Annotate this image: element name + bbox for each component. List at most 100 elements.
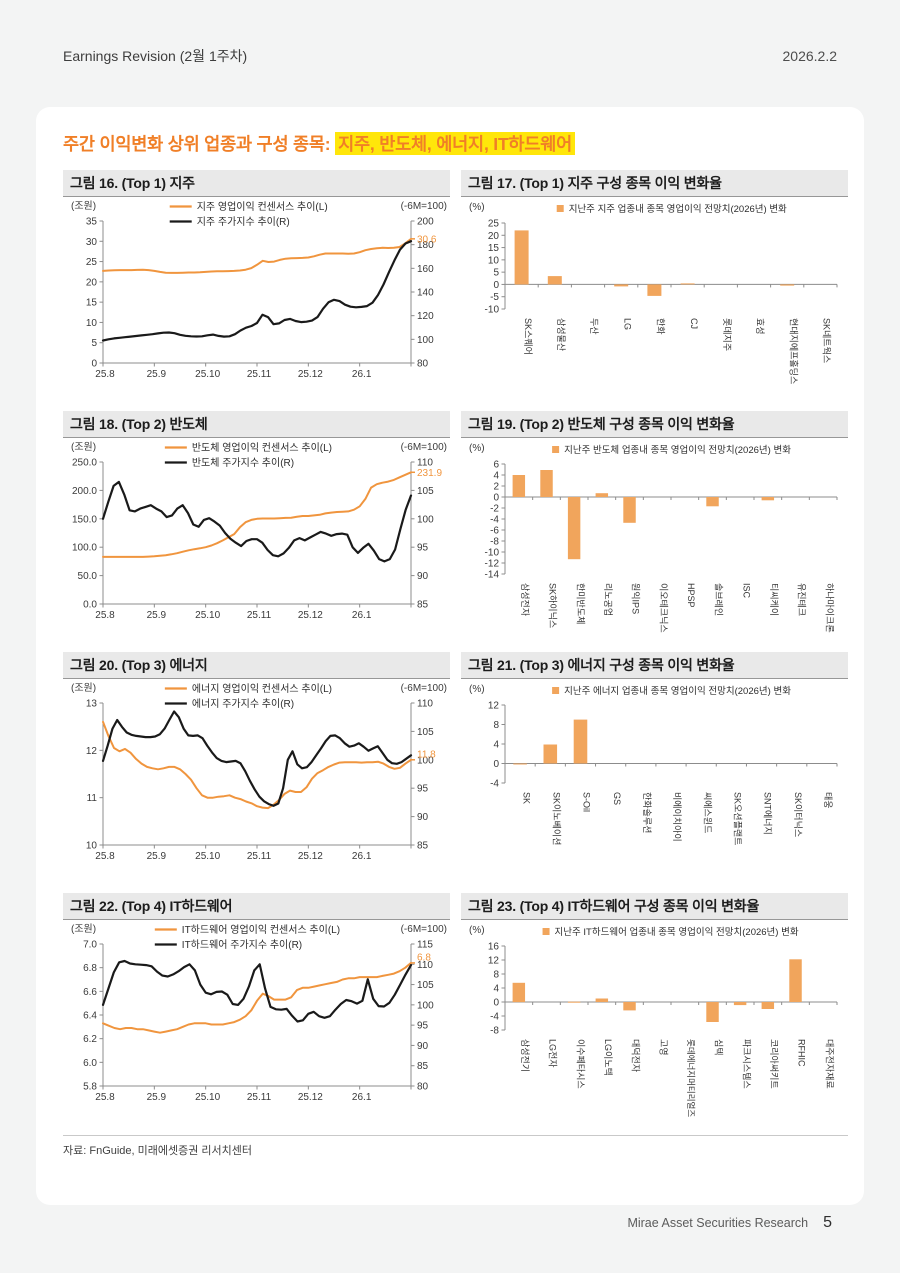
figure-23-title: 그림 23. (Top 4) IT하드웨어 구성 종목 이익 변화율 xyxy=(461,893,848,920)
figure-20-title: 그림 20. (Top 3) 에너지 xyxy=(63,652,450,679)
svg-text:15: 15 xyxy=(86,298,98,309)
svg-text:(-6M=100): (-6M=100) xyxy=(401,683,447,694)
svg-text:25.8: 25.8 xyxy=(95,369,115,380)
svg-text:140: 140 xyxy=(417,288,434,299)
svg-text:25.9: 25.9 xyxy=(147,1092,167,1103)
svg-text:95: 95 xyxy=(417,1021,429,1032)
svg-text:25.11: 25.11 xyxy=(247,610,272,621)
svg-text:4: 4 xyxy=(493,740,499,751)
svg-text:5.8: 5.8 xyxy=(83,1082,97,1093)
svg-text:110: 110 xyxy=(417,960,433,971)
svg-text:12: 12 xyxy=(488,956,500,967)
figure-20: 그림 20. (Top 3) 에너지 13 12 11 10 110 105 100 95 90… xyxy=(63,652,450,884)
svg-text:10: 10 xyxy=(488,255,500,266)
svg-text:롯데에너지머티리얼즈: 롯데에너지머티리얼즈 xyxy=(686,1039,696,1117)
figure-16: 그림 16. (Top 1) 지주 35 30 25 20 15 10 5 0 200 180 16… xyxy=(63,170,450,402)
svg-text:-4: -4 xyxy=(490,515,499,526)
svg-text:100: 100 xyxy=(417,335,434,346)
svg-text:한화: 한화 xyxy=(656,318,666,335)
svg-text:26.1: 26.1 xyxy=(352,851,372,862)
svg-text:-8: -8 xyxy=(490,1026,499,1037)
bar-chart-energy-stocks: 12 8 4 0 -4 SK SK이노베이션 S-Oil GS 한화솔루션 비에이치아이 씨에스윈드 S… xyxy=(461,679,848,884)
svg-text:(조원): (조원) xyxy=(71,682,96,694)
svg-text:25.9: 25.9 xyxy=(147,610,167,621)
svg-text:95: 95 xyxy=(417,784,429,795)
svg-text:6.6: 6.6 xyxy=(83,987,97,998)
svg-text:85: 85 xyxy=(417,600,429,611)
svg-text:IT하드웨어 주가지수 추이(R): IT하드웨어 주가지수 추이(R) xyxy=(182,938,302,951)
svg-text:(%): (%) xyxy=(469,684,485,695)
svg-text:고영: 고영 xyxy=(658,1039,668,1056)
svg-text:SK스퀘어: SK스퀘어 xyxy=(523,318,533,355)
svg-text:100: 100 xyxy=(417,755,434,766)
svg-text:6.8: 6.8 xyxy=(417,952,431,963)
svg-text:SK오션플랜트: SK오션플랜트 xyxy=(733,792,743,845)
svg-text:S-Oil: S-Oil xyxy=(582,792,592,812)
svg-text:지난주 지주 업종내 종목 영업이익 전망치(2026년): 지난주 지주 업종내 종목 영업이익 전망치(2026년) 변화 xyxy=(569,203,787,215)
svg-text:SK하이닉스: SK하이닉스 xyxy=(548,583,558,628)
figure-21: 그림 21. (Top 3) 에너지 구성 종목 이익 변화율 12 8 4 0 -4 S… xyxy=(461,652,848,884)
svg-text:-10: -10 xyxy=(485,305,500,316)
svg-text:15: 15 xyxy=(488,243,500,254)
svg-text:(-6M=100): (-6M=100) xyxy=(401,924,447,935)
svg-text:티씨케이: 티씨케이 xyxy=(769,583,779,616)
svg-text:105: 105 xyxy=(417,486,434,497)
figure-19-title: 그림 19. (Top 2) 반도체 구성 종목 이익 변화율 xyxy=(461,411,848,438)
svg-text:25.8: 25.8 xyxy=(95,851,115,862)
bar-chart-holdings-stocks: 25 20 15 10 5 0 -5 -10 SK스퀘어 삼성물산 두산 LG 한화 CJ 롯데지주 효성 현대… xyxy=(461,197,848,402)
svg-text:코리아써키트: 코리아써키트 xyxy=(769,1039,779,1089)
svg-text:SK이터닉스: SK이터닉스 xyxy=(793,792,803,837)
svg-text:105: 105 xyxy=(417,727,434,738)
svg-text:20: 20 xyxy=(86,277,98,288)
svg-text:6.2: 6.2 xyxy=(83,1034,97,1045)
svg-text:12: 12 xyxy=(86,746,98,757)
svg-text:25.9: 25.9 xyxy=(147,851,167,862)
svg-text:(조원): (조원) xyxy=(71,441,96,453)
svg-text:6: 6 xyxy=(493,460,499,471)
svg-text:반도체 영업이익 컨센서스 추이(L): 반도체 영업이익 컨센서스 추이(L) xyxy=(192,441,332,454)
section-title-highlight: 지주, 반도체, 에너지, IT하드웨어 xyxy=(335,132,576,155)
svg-text:(-6M=100): (-6M=100) xyxy=(401,442,447,453)
svg-text:지난주 IT하드웨어 업종내 종목 영업이익 전망치(202: 지난주 IT하드웨어 업종내 종목 영업이익 전망치(2026년) 변화 xyxy=(555,926,799,938)
svg-text:25.10: 25.10 xyxy=(195,851,220,862)
svg-text:삼성물산: 삼성물산 xyxy=(556,318,566,351)
svg-text:26.1: 26.1 xyxy=(352,610,372,621)
figure-23: 그림 23. (Top 4) IT하드웨어 구성 종목 이익 변화율 16 12 8… xyxy=(461,893,848,1125)
svg-text:200.0: 200.0 xyxy=(72,486,97,497)
svg-text:25.10: 25.10 xyxy=(195,369,220,380)
svg-text:11: 11 xyxy=(87,793,98,804)
svg-text:이수페타시스: 이수페타시스 xyxy=(575,1039,585,1089)
svg-text:13: 13 xyxy=(86,699,98,710)
svg-text:-4: -4 xyxy=(490,1012,499,1023)
svg-text:25.11: 25.11 xyxy=(247,851,272,862)
svg-text:-5: -5 xyxy=(490,292,499,303)
figure-22: 그림 22. (Top 4) IT하드웨어 7.0 6.8 6.6 6.4 6.2 6.0… xyxy=(63,893,450,1125)
svg-text:IT하드웨어 영업이익 컨센서스 추이(L): IT하드웨어 영업이익 컨센서스 추이(L) xyxy=(182,923,340,936)
svg-text:95: 95 xyxy=(417,543,429,554)
svg-text:반도체 주가지수 추이(R): 반도체 주가지수 추이(R) xyxy=(192,457,294,469)
figure-19: 그림 19. (Top 2) 반도체 구성 종목 이익 변화율 6 4 2 0 -2 -4… xyxy=(461,411,848,643)
svg-text:-6: -6 xyxy=(490,526,499,537)
footer-brand: Mirae Asset Securities Research xyxy=(627,1216,809,1230)
svg-text:25.12: 25.12 xyxy=(298,1092,323,1103)
svg-text:GS: GS xyxy=(612,792,622,805)
svg-text:SK이노베이션: SK이노베이션 xyxy=(552,792,562,845)
figure-21-title: 그림 21. (Top 3) 에너지 구성 종목 이익 변화율 xyxy=(461,652,848,679)
svg-text:160: 160 xyxy=(417,264,434,275)
svg-text:0: 0 xyxy=(91,359,97,370)
svg-text:두산: 두산 xyxy=(589,318,599,335)
svg-text:RFHIC: RFHIC xyxy=(797,1039,807,1067)
svg-text:에너지 영업이익 컨센서스 추이(L): 에너지 영업이익 컨센서스 추이(L) xyxy=(192,682,332,695)
svg-text:LG이노텍: LG이노텍 xyxy=(603,1039,613,1076)
svg-text:에너지 주가지수 추이(R): 에너지 주가지수 추이(R) xyxy=(192,698,294,710)
svg-text:115: 115 xyxy=(417,940,433,951)
svg-text:110: 110 xyxy=(417,699,433,710)
figure-17-title: 그림 17. (Top 1) 지주 구성 종목 이익 변화율 xyxy=(461,170,848,197)
svg-text:10: 10 xyxy=(86,841,98,852)
figure-18-title: 그림 18. (Top 2) 반도체 xyxy=(63,411,450,438)
line-chart-energy: 13 12 11 10 110 105 100 95 90 85 25.8 25.9 25.10 25.1… xyxy=(63,679,450,884)
svg-text:25.10: 25.10 xyxy=(195,1092,220,1103)
svg-text:6.0: 6.0 xyxy=(83,1058,97,1069)
svg-text:-12: -12 xyxy=(485,559,500,570)
svg-text:4: 4 xyxy=(493,471,499,482)
